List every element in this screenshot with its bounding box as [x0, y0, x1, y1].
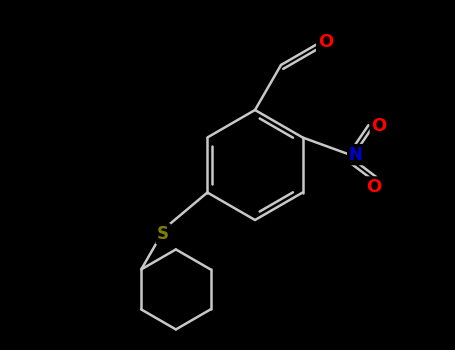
Text: O: O	[366, 178, 381, 196]
Text: N: N	[349, 146, 363, 163]
Text: S: S	[157, 225, 169, 243]
Text: O: O	[371, 117, 387, 135]
Text: O: O	[318, 33, 333, 51]
